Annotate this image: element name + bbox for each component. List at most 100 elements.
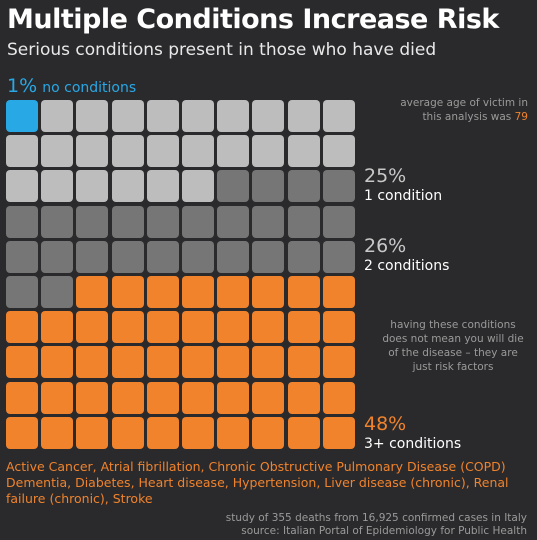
- waffle-cell-three-plus-conditions: [287, 346, 320, 379]
- waffle-cell-three-plus-conditions: [146, 276, 179, 308]
- waffle-cell-three-plus-conditions: [182, 346, 214, 379]
- study-note: study of 355 deaths from 16,925 confirme…: [225, 512, 527, 524]
- waffle-cell-two-conditions: [252, 170, 285, 203]
- waffle-cell-three-plus-conditions: [6, 381, 38, 414]
- waffle-cell-three-plus-conditions: [76, 276, 109, 308]
- waffle-cell-two-conditions: [287, 205, 320, 238]
- waffle-cell-one-condition: [146, 100, 179, 132]
- waffle-cell-two-conditions: [287, 170, 320, 203]
- waffle-cell-one-condition: [182, 135, 214, 168]
- waffle-cell-two-conditions: [76, 205, 109, 238]
- waffle-cell-two-conditions: [6, 205, 38, 238]
- waffle-cell-one-condition: [252, 100, 285, 132]
- waffle-cell-three-plus-conditions: [322, 416, 355, 449]
- waffle-cell-one-condition: [41, 135, 74, 168]
- waffle-cell-no-conditions: [6, 100, 38, 132]
- waffle-cell-one-condition: [6, 170, 38, 203]
- waffle-cell-two-conditions: [322, 240, 355, 273]
- waffle-cell-two-conditions: [182, 205, 214, 238]
- waffle-cell-one-condition: [6, 135, 38, 168]
- waffle-cell-one-condition: [252, 135, 285, 168]
- waffle-cell-two-conditions: [146, 240, 179, 273]
- waffle-cell-three-plus-conditions: [182, 276, 214, 308]
- waffle-cell-two-conditions: [252, 240, 285, 273]
- waffle-cell-one-condition: [41, 100, 74, 132]
- waffle-cell-two-conditions: [41, 276, 74, 308]
- waffle-cell-three-plus-conditions: [322, 311, 355, 344]
- risk-factors-note: having these conditions does not mean yo…: [382, 319, 524, 373]
- waffle-cell-three-plus-conditions: [41, 311, 74, 344]
- waffle-cell-three-plus-conditions: [322, 381, 355, 414]
- waffle-cell-three-plus-conditions: [217, 416, 250, 449]
- waffle-cell-one-condition: [287, 135, 320, 168]
- one-condition-stat: 25% 1 condition: [364, 165, 442, 205]
- waffle-cell-three-plus-conditions: [6, 311, 38, 344]
- waffle-cell-three-plus-conditions: [217, 346, 250, 379]
- waffle-cell-two-conditions: [41, 240, 74, 273]
- waffle-cell-three-plus-conditions: [41, 381, 74, 414]
- waffle-cell-three-plus-conditions: [111, 381, 144, 414]
- average-age-note: average age of victim in this analysis w…: [380, 96, 528, 124]
- waffle-cell-three-plus-conditions: [287, 416, 320, 449]
- waffle-cell-two-conditions: [217, 240, 250, 273]
- source-footer: study of 355 deaths from 16,925 confirme…: [226, 512, 527, 538]
- waffle-cell-three-plus-conditions: [6, 346, 38, 379]
- waffle-cell-one-condition: [76, 135, 109, 168]
- waffle-cell-one-condition: [76, 170, 109, 203]
- waffle-cell-one-condition: [182, 170, 214, 203]
- two-conditions-label: 2 conditions: [364, 258, 450, 274]
- waffle-cell-three-plus-conditions: [182, 311, 214, 344]
- average-age-value: 79: [514, 111, 528, 123]
- waffle-cell-one-condition: [146, 135, 179, 168]
- waffle-cell-three-plus-conditions: [76, 416, 109, 449]
- waffle-cell-three-plus-conditions: [287, 276, 320, 308]
- waffle-cell-three-plus-conditions: [76, 381, 109, 414]
- waffle-cell-one-condition: [217, 100, 250, 132]
- waffle-cell-three-plus-conditions: [146, 346, 179, 379]
- waffle-cell-two-conditions: [6, 276, 38, 308]
- average-age-text: average age of victim in this analysis w…: [400, 97, 528, 123]
- waffle-cell-three-plus-conditions: [146, 381, 179, 414]
- one-condition-percent: 25%: [364, 165, 407, 187]
- waffle-cell-three-plus-conditions: [252, 416, 285, 449]
- waffle-cell-two-conditions: [111, 240, 144, 273]
- waffle-cell-three-plus-conditions: [217, 311, 250, 344]
- waffle-cell-two-conditions: [76, 240, 109, 273]
- waffle-cell-two-conditions: [217, 205, 250, 238]
- waffle-cell-two-conditions: [287, 240, 320, 273]
- waffle-cell-two-conditions: [322, 170, 355, 203]
- waffle-cell-two-conditions: [41, 205, 74, 238]
- waffle-cell-three-plus-conditions: [217, 381, 250, 414]
- waffle-cell-two-conditions: [146, 205, 179, 238]
- waffle-cell-three-plus-conditions: [252, 276, 285, 308]
- waffle-cell-two-conditions: [182, 240, 214, 273]
- waffle-cell-one-condition: [146, 170, 179, 203]
- waffle-cell-two-conditions: [322, 205, 355, 238]
- waffle-cell-three-plus-conditions: [41, 346, 74, 379]
- waffle-cell-one-condition: [111, 100, 144, 132]
- waffle-cell-three-plus-conditions: [146, 311, 179, 344]
- waffle-cell-three-plus-conditions: [252, 346, 285, 379]
- three-plus-conditions-label: 3+ conditions: [364, 436, 462, 452]
- waffle-cell-three-plus-conditions: [182, 381, 214, 414]
- waffle-cell-three-plus-conditions: [111, 276, 144, 308]
- waffle-cell-three-plus-conditions: [287, 381, 320, 414]
- waffle-cell-two-conditions: [217, 170, 250, 203]
- waffle-cell-three-plus-conditions: [252, 311, 285, 344]
- waffle-cell-three-plus-conditions: [322, 276, 355, 308]
- waffle-cell-three-plus-conditions: [217, 276, 250, 308]
- waffle-cell-three-plus-conditions: [76, 311, 109, 344]
- waffle-cell-three-plus-conditions: [111, 346, 144, 379]
- three-plus-conditions-stat: 48% 3+ conditions: [364, 413, 461, 453]
- waffle-cell-one-condition: [217, 135, 250, 168]
- source-note: source: Italian Portal of Epidemiology f…: [241, 525, 527, 537]
- two-conditions-stat: 26% 2 conditions: [364, 235, 449, 275]
- waffle-cell-one-condition: [322, 100, 355, 132]
- waffle-cell-three-plus-conditions: [111, 416, 144, 449]
- waffle-cell-one-condition: [111, 170, 144, 203]
- chart-subtitle: Serious conditions present in those who …: [7, 40, 437, 60]
- waffle-cell-three-plus-conditions: [76, 346, 109, 379]
- three-plus-conditions-percent: 48%: [364, 413, 407, 435]
- waffle-cell-one-condition: [322, 135, 355, 168]
- waffle-cell-one-condition: [111, 135, 144, 168]
